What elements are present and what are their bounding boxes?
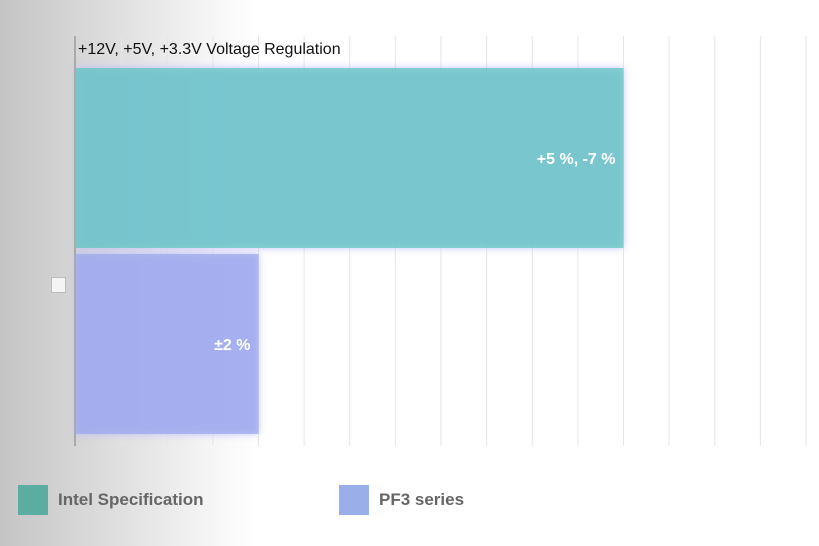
bars: +5 %, -7 % ±2 % [76, 68, 624, 434]
legend-swatch-intel-specification[interactable] [18, 485, 48, 515]
bar-intel-specification[interactable] [76, 68, 624, 248]
checkbox[interactable] [51, 277, 66, 293]
legend-label-intel-specification[interactable]: Intel Specification [58, 490, 204, 509]
legend-swatch-pf3-series[interactable] [339, 485, 369, 515]
chart-title: +12V, +5V, +3.3V Voltage Regulation [78, 41, 341, 58]
data-label-pf3-series: ±2 % [214, 337, 250, 354]
bar-pf3-series[interactable] [76, 254, 259, 434]
data-label-intel-specification: +5 %, -7 % [537, 151, 616, 168]
legend-label-pf3-series[interactable]: PF3 series [379, 490, 465, 509]
